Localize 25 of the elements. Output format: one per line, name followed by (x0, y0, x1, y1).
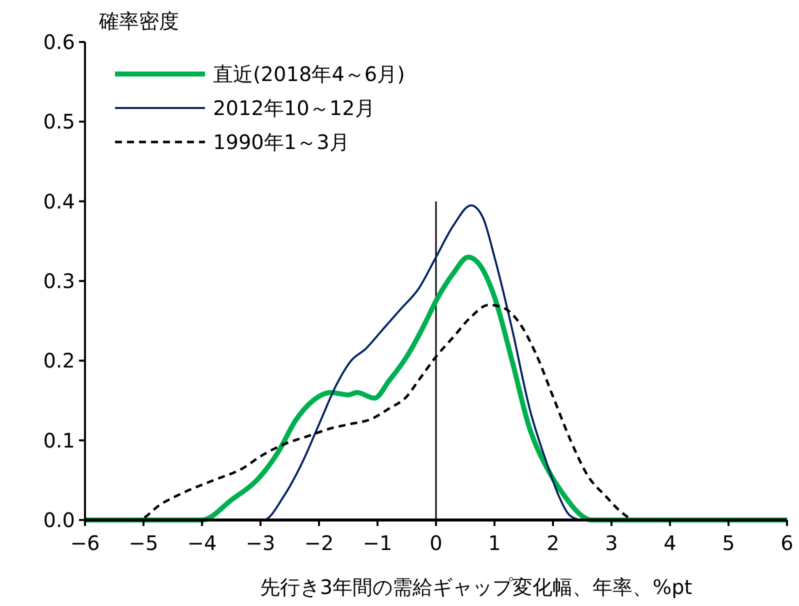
y-tick-label: 0.4 (43, 189, 75, 214)
x-tick-label: 4 (664, 531, 676, 555)
x-tick-label: −4 (187, 531, 217, 555)
y-tick-label: 0.6 (43, 30, 75, 54)
x-tick-label: −6 (70, 531, 100, 555)
legend-label: 2012年10～12月 (213, 96, 375, 120)
y-tick-label: 0.1 (43, 428, 75, 452)
y-tick-label: 0.2 (43, 348, 75, 373)
y-tick-label: 0.0 (43, 508, 75, 532)
y-tick-label: 0.3 (43, 269, 75, 293)
x-tick-label: −1 (362, 531, 392, 555)
x-tick-label: −5 (128, 531, 158, 555)
y-axis-title: 確率密度 (98, 9, 179, 33)
x-tick-label: 6 (780, 531, 794, 555)
x-tick-label: −2 (304, 531, 334, 555)
x-tick-label: 2 (546, 531, 560, 555)
x-tick-label: −3 (246, 531, 276, 555)
x-tick-label: 1 (488, 531, 501, 555)
x-tick-label: 0 (430, 531, 442, 555)
x-tick-label: 3 (605, 531, 618, 555)
legend-label: 1990年1～3月 (213, 130, 350, 154)
y-tick-label: 0.5 (43, 110, 75, 134)
legend-label: 直近(2018年4～6月) (213, 62, 405, 86)
x-tick-label: 5 (722, 531, 735, 555)
x-axis-title: 先行き3年間の需給ギャップ変化幅、年率、%pt (260, 575, 692, 599)
